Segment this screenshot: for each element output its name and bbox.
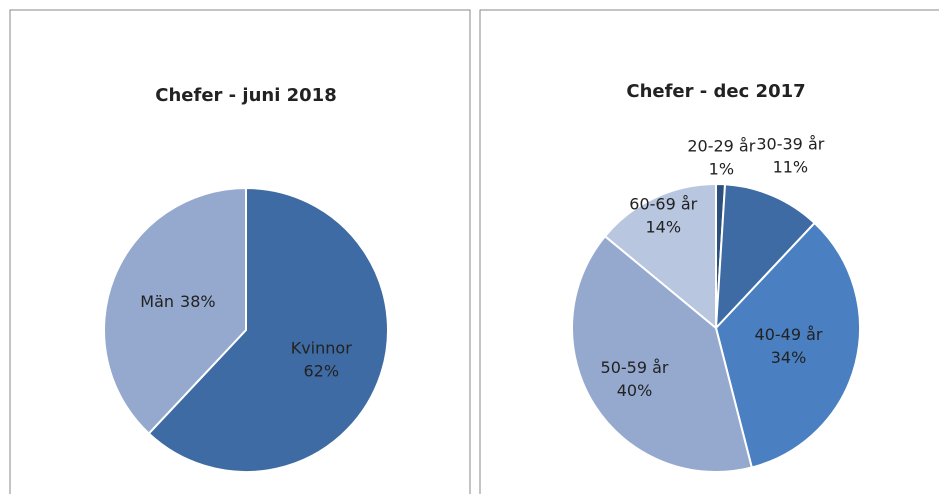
panel-right (479, 9, 939, 494)
slice-label: 40-49 år (755, 325, 823, 344)
slice-value: 34% (771, 348, 807, 367)
pie-slice (147, 186, 389, 473)
slice-value: 14% (645, 217, 681, 236)
slice-value: 1% (709, 160, 734, 179)
chart-title: Chefer - juni 2018 (155, 85, 337, 106)
slice-value: 40% (617, 381, 653, 400)
chart-title: Chefer - dec 2017 (626, 81, 805, 102)
panel-left (9, 9, 471, 494)
slice-label: 50-59 år (601, 358, 669, 377)
slice-label: Kvinnor (291, 338, 352, 357)
pie-slice (102, 186, 247, 435)
slice-value: 38% (180, 292, 216, 311)
slice-value: 62% (303, 361, 339, 380)
pie-slice (603, 182, 717, 331)
slice-label: 60-69 år (629, 194, 697, 213)
pie-slice (571, 234, 754, 473)
slice-label: Män (140, 292, 174, 311)
slice-label: 30-39 år (756, 135, 824, 154)
pie-slice (714, 183, 816, 331)
slice-value: 11% (773, 158, 809, 177)
slice-label: 20-29 år (687, 137, 755, 156)
pie-slice (714, 221, 861, 469)
